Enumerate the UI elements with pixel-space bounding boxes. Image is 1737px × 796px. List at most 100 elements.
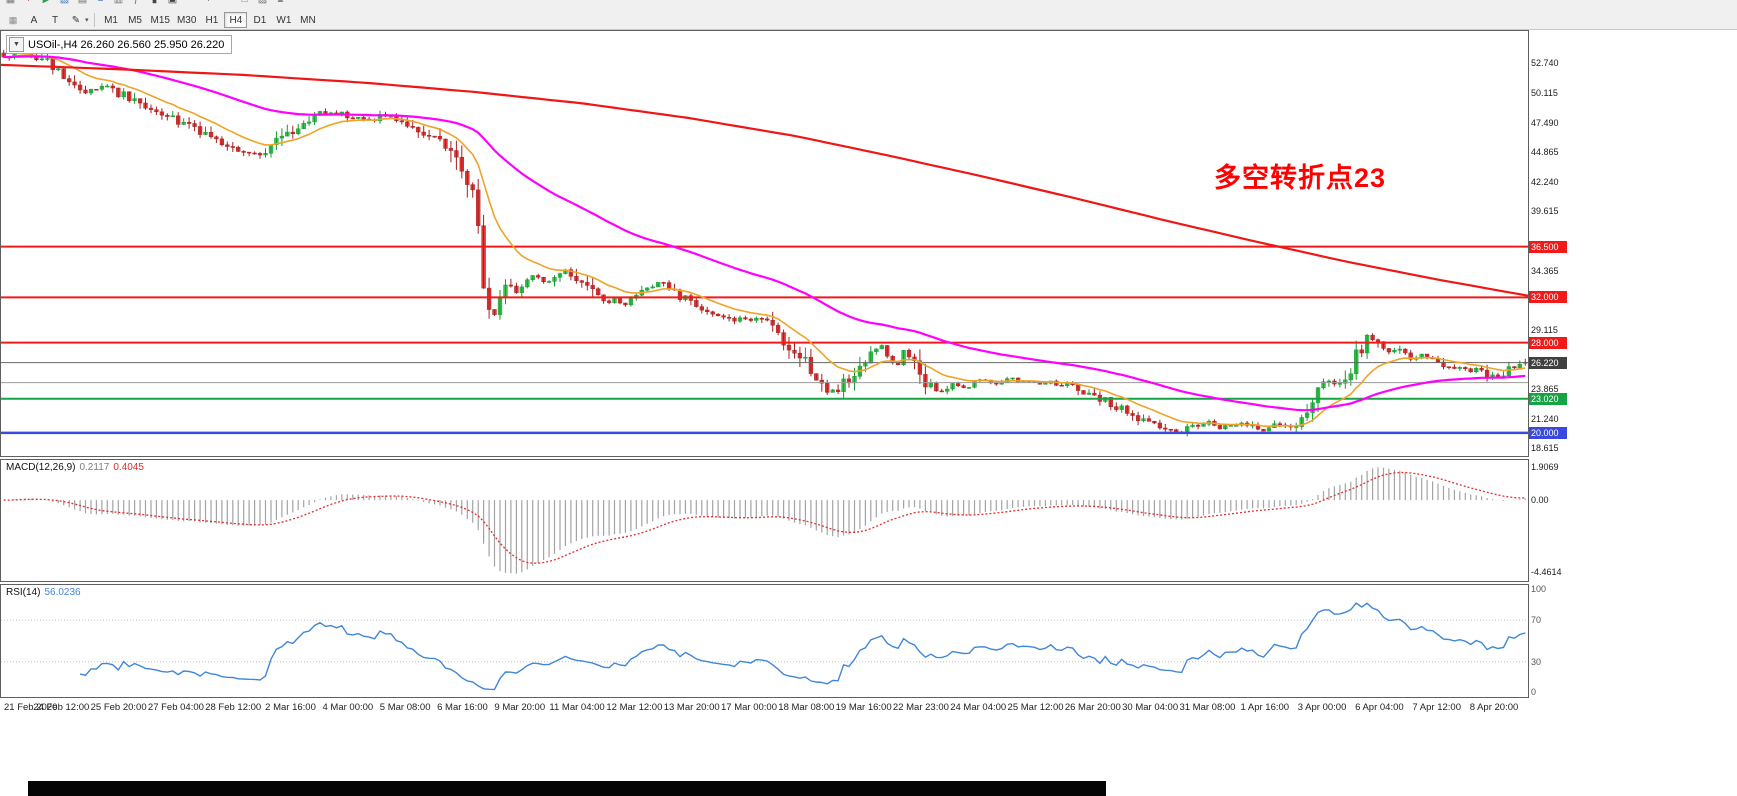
price-axis-label: 23.865 [1531,384,1559,395]
time-axis-label: 8 Apr 20:00 [1469,702,1519,713]
rsi-canvas[interactable] [1,585,1528,697]
price-axis: 18.615 21.240 23.865 29.115 34.365 39.615 42.2… [1529,30,1569,457]
time-axis-label: 12 Mar 12:00 [606,702,663,713]
new-order-icon[interactable]: + [21,0,36,10]
price-axis-label: 29.115 [1531,324,1558,335]
chart-annotation[interactable]: 多空转折点23 [1214,163,1387,193]
price-axis-label: 39.615 [1531,206,1559,217]
hline-price-badge[interactable]: 20.000 [1529,426,1567,439]
time-axis-label: 6 Mar 16:00 [437,702,488,713]
menu-grid-icon[interactable]: ▦ [3,0,18,10]
current-price-badge: 26.220 [1529,356,1567,369]
autotrading-icon[interactable]: ▶ [39,0,54,10]
time-axis-label: 3 Apr 00:00 [1297,702,1347,713]
chart-toolbar: ▦ A T ✎ ▾ M1 M5 M15 M30 H1 H4 D1 W1 MN [0,10,1737,30]
candlestick-chart-icon[interactable]: ▣ [165,0,180,10]
moving-average-lines [1,54,1528,428]
time-axis-label: 7 Apr 12:00 [1412,702,1461,713]
macd-axis-label-min: -4.4614 [1531,566,1562,577]
macd-axis: 1.9069 0.00 -4.4614 [1529,459,1569,582]
timeframe-button-M15[interactable]: M15 [150,14,170,26]
chart-ohlc-label: USOil-,H4 26.260 26.560 25.950 26.220 [28,38,225,51]
annotate-button[interactable]: A [30,14,38,26]
macd-panel: MACD(12,26,9) 0.2117 0.4045 1.9069 0.00 -4.4… [0,459,1737,582]
time-axis-label: 24 Feb 12:00 [33,702,90,713]
rsi-axis-label: 70 [1531,615,1542,626]
text-label-button[interactable]: T [51,14,59,26]
main-chart-panel: ▼ USOil-,H4 26.260 26.560 25.950 26.220 … [0,30,1737,457]
profiles-icon[interactable]: ▤ [75,0,90,10]
hline-price-badge[interactable]: 23.020 [1529,392,1567,405]
time-axis-label: 28 Feb 12:00 [205,702,262,713]
price-axis-label: 18.615 [1531,443,1559,454]
zoom-out-icon[interactable]: − [219,0,234,10]
hline-price-badge[interactable]: 32.000 [1529,291,1567,304]
time-axis-label: 1 Apr 16:00 [1240,702,1290,713]
chart-symbol-header: ▼ USOil-,H4 26.260 26.560 25.950 26.220 [6,35,233,54]
timeframe-button-M30[interactable]: M30 [176,14,197,26]
time-axis-label: 2 Mar 16:00 [265,702,316,713]
rsi-plot[interactable]: RSI(14) 56.0236 [0,584,1529,698]
rsi-title: RSI(14) [6,587,41,598]
macd-label: MACD(12,26,9) 0.2117 0.4045 [6,462,144,473]
draw-tool-button[interactable]: ✎ [71,14,81,26]
time-axis-label: 6 Apr 04:00 [1355,702,1404,713]
timeframe-button-group: M1 M5 M15 M30 H1 H4 D1 W1 MN [100,11,320,28]
draw-tool-caret-icon[interactable]: ▾ [85,16,89,24]
rsi-value: 56.0236 [44,587,81,598]
macd-value-1: 0.2117 [79,462,110,473]
time-axis-label: 21 Feb 2020 [4,702,58,713]
price-chart-plot[interactable]: ▼ USOil-,H4 26.260 26.560 25.950 26.220 … [0,30,1529,457]
templates-icon[interactable]: ▨ [255,0,270,10]
rsi-panel: RSI(14) 56.0236 100 70 30 0 [0,584,1737,698]
time-axis-label: 27 Feb 04:00 [147,702,204,713]
data-window-icon[interactable]: ▥ [111,0,126,10]
macd-plot[interactable]: MACD(12,26,9) 0.2117 0.4045 [0,459,1529,582]
price-axis-label: 21.240 [1531,413,1559,424]
hline-price-badge[interactable]: 36.500 [1529,240,1567,253]
bottom-dark-bar [28,781,1106,796]
chart-dropdown-button[interactable]: ▼ [9,37,24,52]
timeframe-button-H1[interactable]: H1 [205,14,219,26]
timeframe-button-W1[interactable]: W1 [276,14,292,26]
zoom-in-icon[interactable]: + [201,0,216,10]
time-axis-label: 13 Mar 20:00 [663,702,720,713]
toolbar-grip-icon: ▦ [8,14,18,25]
price-chart-canvas[interactable] [1,31,1528,456]
time-axis-label: 31 Mar 08:00 [1179,702,1236,713]
indicators-icon[interactable]: ƒ [129,0,144,10]
macd-axis-label-max: 1.9069 [1531,462,1559,473]
time-axis-label: 30 Mar 04:00 [1122,702,1179,713]
time-axis-label: 25 Feb 20:00 [90,702,147,713]
time-axis-label: 22 Mar 23:00 [892,702,949,713]
new-chart-icon[interactable]: ▧ [57,0,72,10]
tile-windows-icon[interactable]: □ [237,0,252,10]
macd-title: MACD(12,26,9) [6,462,76,473]
horizontal-line-objects[interactable] [1,245,1528,435]
macd-canvas[interactable] [1,460,1528,581]
timeframe-button-D1[interactable]: D1 [253,14,267,26]
rsi-axis-label: 30 [1531,656,1542,667]
price-axis-label: 52.740 [1531,58,1559,69]
rsi-line [79,602,1526,691]
timeframe-button-MN[interactable]: MN [300,14,316,26]
price-axis-label: 50.115 [1531,87,1558,98]
line-chart-icon[interactable]: ~ [183,0,198,10]
macd-value-2: 0.4045 [113,462,144,473]
scripts-icon[interactable]: ▲ [273,0,288,10]
price-axis-label: 34.365 [1531,265,1559,276]
time-axis-label: 24 Mar 04:00 [950,702,1007,713]
time-axis-label: 4 Mar 00:00 [322,702,374,713]
hline-price-badge[interactable]: 28.000 [1529,336,1567,349]
price-axis-label: 42.240 [1531,176,1559,187]
macd-signal-line [3,471,1526,564]
price-axis-label: 47.490 [1531,117,1559,128]
market-watch-icon[interactable]: ≡ [93,0,108,10]
price-axis-label: 44.865 [1531,147,1559,158]
timeframe-button-H4[interactable]: H4 [224,11,248,28]
bar-chart-icon[interactable]: ▮ [147,0,162,10]
timeframe-button-M5[interactable]: M5 [128,14,142,26]
timeframe-button-M1[interactable]: M1 [104,14,118,26]
rsi-axis: 100 70 30 0 [1529,584,1569,698]
